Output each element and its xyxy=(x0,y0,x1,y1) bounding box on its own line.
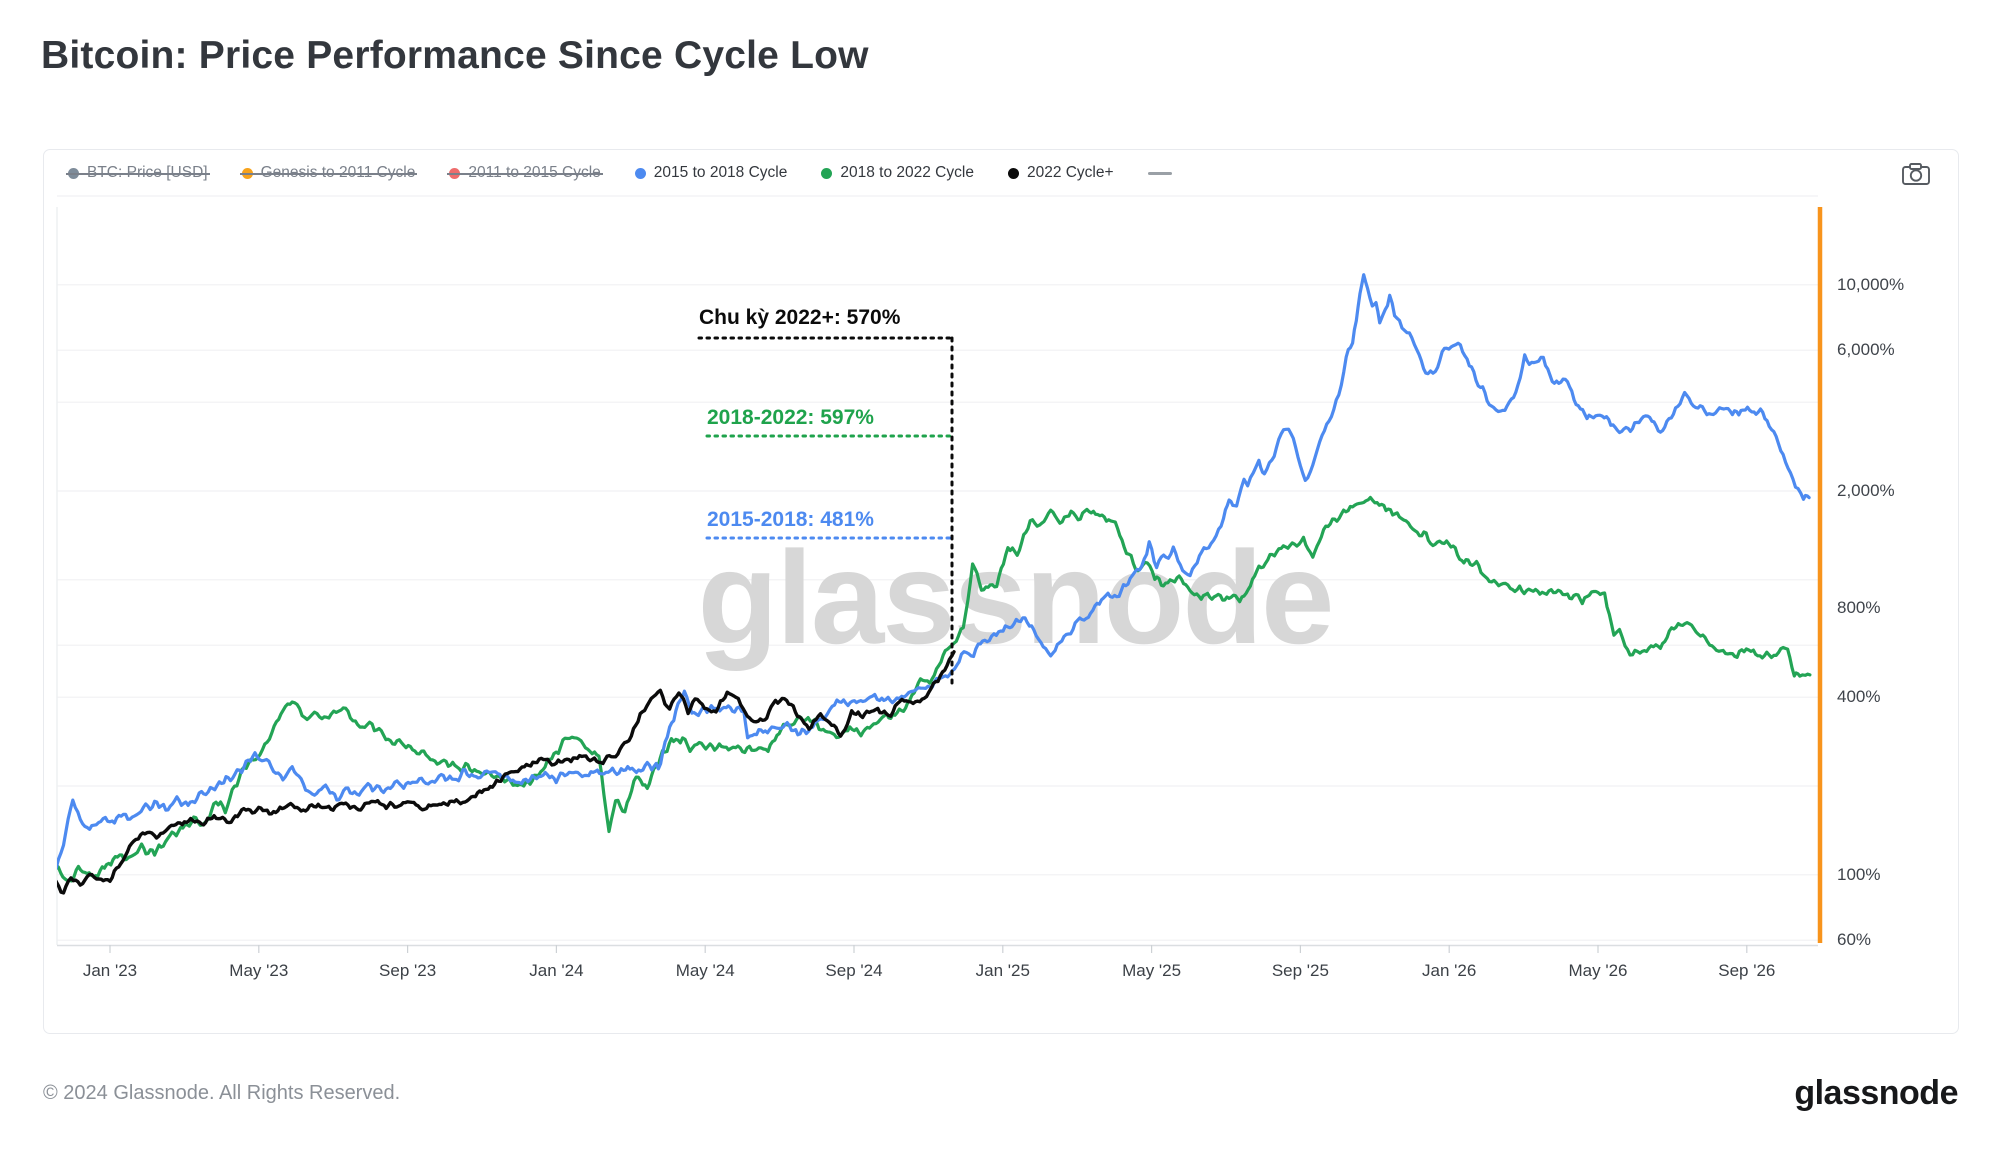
x-axis-tick-label: May '23 xyxy=(229,961,289,980)
y-axis-tick-label: 2,000% xyxy=(1837,481,1895,500)
legend-dot-icon xyxy=(1007,167,1019,179)
x-axis-tick-label: Sep '24 xyxy=(825,961,883,980)
series-line-2018-to-2022-cycle xyxy=(57,495,1812,883)
annotation-label-c2015: 2015-2018: 481% xyxy=(707,508,874,531)
y-axis-tick-label: 400% xyxy=(1837,687,1881,706)
x-axis-tick-label: Jan '24 xyxy=(529,961,584,980)
x-axis-tick-label: May '25 xyxy=(1122,961,1182,980)
page-title: Bitcoin: Price Performance Since Cycle L… xyxy=(41,34,869,77)
annotation-label-c2018: 2018-2022: 597% xyxy=(707,406,874,429)
legend-dot-icon xyxy=(821,167,833,179)
series-line-2022-cycle+ xyxy=(57,650,956,895)
camera-icon[interactable] xyxy=(1901,161,1931,187)
footer-copyright: © 2024 Glassnode. All Rights Reserved. xyxy=(43,1082,401,1104)
y-axis-tick-label: 100% xyxy=(1837,865,1881,884)
x-axis-tick-label: May '26 xyxy=(1568,961,1628,980)
chart-card xyxy=(43,149,1959,1034)
legend-item-label: 2015 to 2018 Cycle xyxy=(653,164,788,181)
y-axis-tick-label: 60% xyxy=(1837,930,1872,949)
y-axis-tick-label: 6,000% xyxy=(1837,340,1895,359)
y-axis-tick-label: 800% xyxy=(1837,598,1881,617)
y-axis-tick-label: 10,000% xyxy=(1837,275,1905,294)
legend-item-btc-price-usd-[interactable]: BTC: Price [USD] xyxy=(66,164,210,182)
annotation-label-c2022: Chu kỳ 2022+: 570% xyxy=(699,306,901,329)
x-axis-ticks xyxy=(109,945,1748,953)
x-axis-tick-label: Jan '26 xyxy=(1422,961,1477,980)
legend-extra-dash-icon[interactable] xyxy=(1147,171,1172,175)
x-axis-tick-label: Sep '23 xyxy=(379,961,437,980)
legend-item-2011-to-2015-cycle[interactable]: 2011 to 2015 Cycle xyxy=(447,164,604,182)
glassnode-wordmark: glassnode xyxy=(1794,1074,1958,1112)
legend-dot-icon xyxy=(634,167,646,179)
legend-item-2018-to-2022-cycle[interactable]: 2018 to 2022 Cycle xyxy=(821,164,974,182)
legend-item-label: 2018 to 2022 Cycle xyxy=(840,164,974,181)
legend-item-2022-cycle-[interactable]: 2022 Cycle+ xyxy=(1007,164,1114,182)
x-axis-tick-label: Sep '25 xyxy=(1271,961,1329,980)
legend-item-label: 2022 Cycle+ xyxy=(1026,164,1114,181)
x-axis-tick-label: Jan '23 xyxy=(82,961,138,980)
legend-item-2015-to-2018-cycle[interactable]: 2015 to 2018 Cycle xyxy=(634,164,788,182)
x-axis-tick-label: Sep '26 xyxy=(1718,961,1776,980)
x-axis-tick-label: May '24 xyxy=(675,961,735,980)
legend-item-genesis-to-2011-cycle[interactable]: Genesis to 2011 Cycle xyxy=(239,164,418,182)
series-line-2015-to-2018-cycle xyxy=(57,273,1811,870)
legend: BTC: Price [USD] Genesis to 2011 Cycle 201… xyxy=(66,160,1172,186)
x-axis-tick-label: Jan '25 xyxy=(975,961,1030,980)
gridlines xyxy=(57,195,1818,941)
